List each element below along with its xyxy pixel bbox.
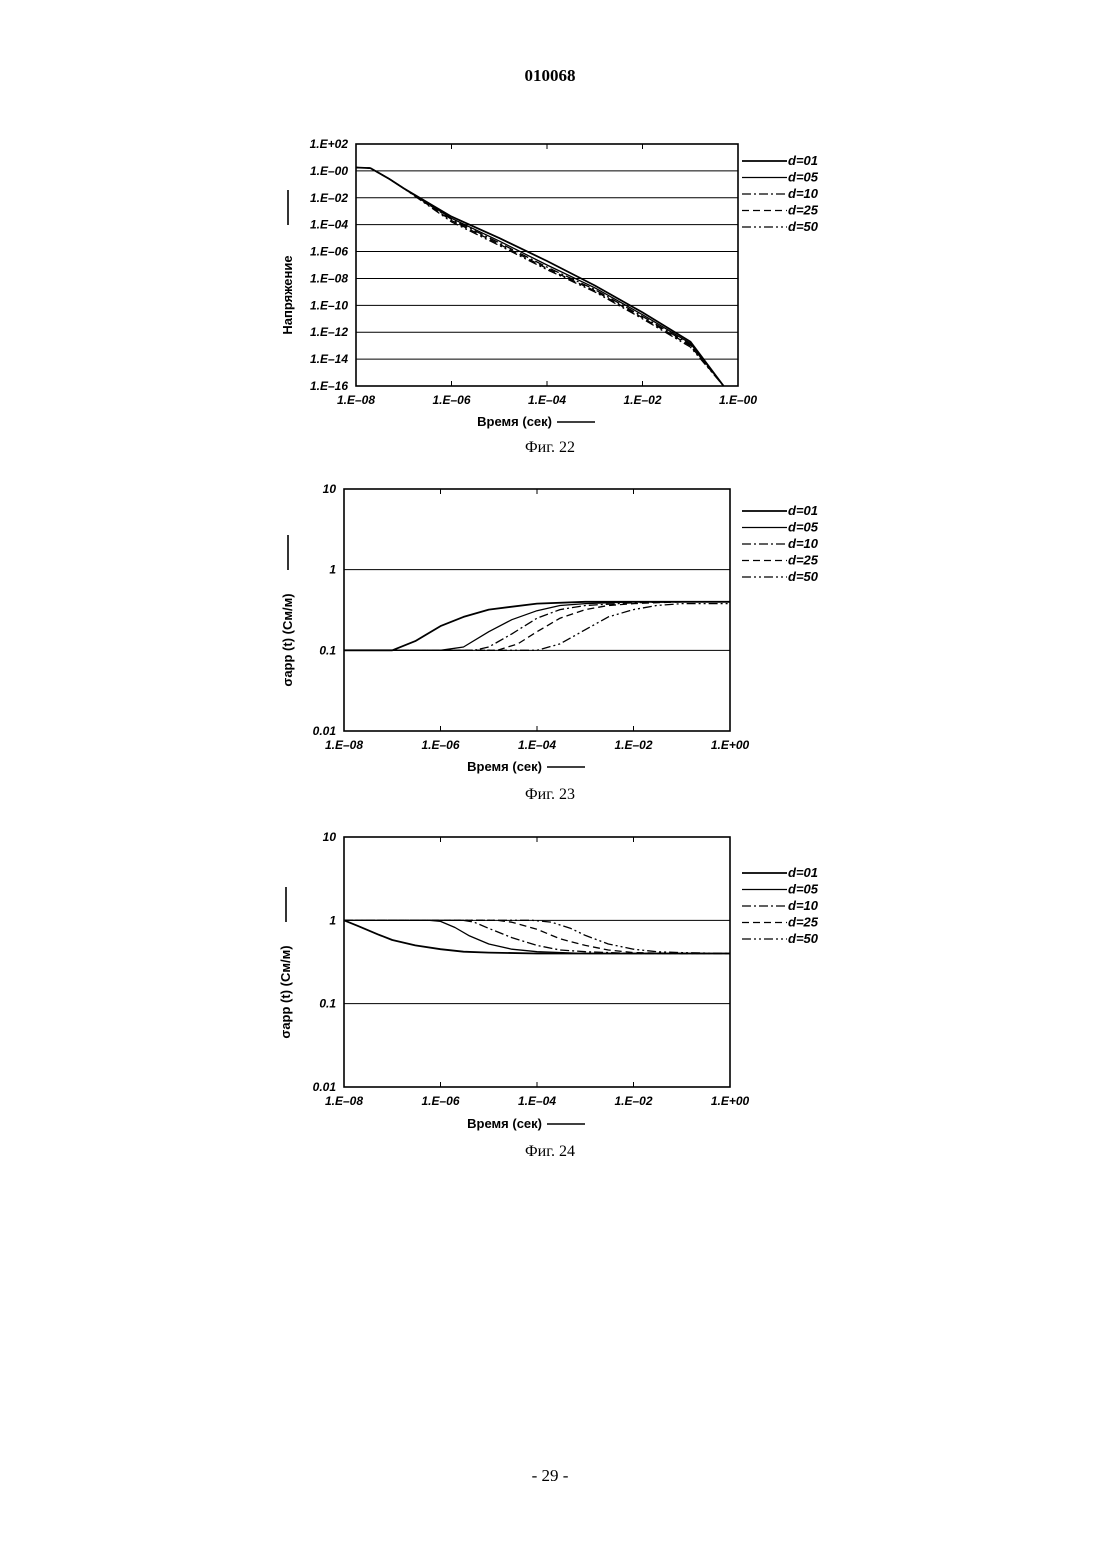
- legend-label: d=50: [788, 569, 819, 584]
- figure-caption: Фиг. 22: [525, 439, 575, 456]
- legend-label: d=01: [788, 153, 818, 168]
- y-tick-label: 1.E–06: [310, 245, 348, 259]
- y-tick-label: 10: [323, 830, 337, 844]
- y-axis-title: σapp (t) (См/м): [280, 593, 295, 686]
- series-line-d01: [344, 920, 730, 953]
- legend-label: d=25: [788, 553, 819, 568]
- series-line-d05: [344, 602, 730, 651]
- plot-frame: [344, 489, 730, 731]
- x-tick-label: 1.E–06: [421, 1094, 459, 1108]
- y-tick-label: 0.1: [319, 643, 336, 657]
- figure-caption: Фиг. 24: [525, 1143, 575, 1160]
- series-line-d05: [356, 168, 724, 387]
- legend-label: d=10: [788, 186, 819, 201]
- x-tick-label: 1.E–06: [432, 393, 470, 407]
- series-line-d01: [356, 168, 724, 387]
- figure-23-chart: 10 1 0.1 0.011.E–08 1.E–06 1.E–04 1.E–02 1.E+00…: [0, 475, 1100, 815]
- figure-caption: Фиг. 23: [525, 786, 575, 803]
- series-line-d25: [356, 168, 724, 387]
- legend-label: d=25: [788, 203, 819, 218]
- x-tick-label: 1.E–02: [614, 738, 652, 752]
- y-tick-label: 1: [329, 913, 336, 927]
- legend-label: d=05: [788, 882, 819, 897]
- y-axis-title: σapp (t) (См/м): [278, 945, 293, 1038]
- series-line-d25: [344, 602, 730, 651]
- x-tick-label: 1.E–00: [719, 393, 757, 407]
- figure-22-chart: 1.E+021.E–001.E–021.E–041.E–061.E–081.E–…: [0, 130, 1100, 465]
- series-line-d25: [344, 920, 730, 953]
- x-tick-label: 1.E–06: [421, 738, 459, 752]
- page-number: - 29 -: [0, 1466, 1100, 1486]
- legend-label: d=01: [788, 503, 818, 518]
- x-tick-label: 1.E–08: [325, 738, 363, 752]
- y-tick-label: 1.E–00: [310, 164, 348, 178]
- y-tick-label: 1.E–12: [310, 325, 348, 339]
- series-line-d50: [356, 168, 724, 387]
- series-line-d05: [344, 920, 730, 953]
- legend-label: d=50: [788, 219, 819, 234]
- y-tick-label: 1.E–02: [310, 191, 348, 205]
- y-tick-label: 1.E–16: [310, 379, 348, 393]
- y-tick-label: 1.E–08: [310, 271, 348, 285]
- series-line-d10: [344, 602, 730, 651]
- series-line-d10: [356, 168, 724, 387]
- y-tick-label: 0.1: [319, 997, 336, 1011]
- legend-label: d=10: [788, 536, 819, 551]
- x-tick-label: 1.E+00: [711, 1094, 750, 1108]
- y-tick-label: 1.E–14: [310, 352, 348, 366]
- x-tick-label: 1.E–08: [325, 1094, 363, 1108]
- x-tick-label: 1.E–04: [518, 1094, 556, 1108]
- legend-label: d=50: [788, 931, 819, 946]
- y-tick-label: 0.01: [313, 1080, 337, 1094]
- y-tick-label: 0.01: [313, 724, 337, 738]
- x-tick-label: 1.E–02: [614, 1094, 652, 1108]
- x-tick-label: 1.E–08: [337, 393, 375, 407]
- x-tick-label: 1.E+00: [711, 738, 750, 752]
- y-axis-title: Напряжение: [280, 255, 295, 334]
- series-line-d10: [344, 920, 730, 953]
- x-tick-label: 1.E–02: [623, 393, 661, 407]
- x-axis-title: Время (сек): [467, 759, 542, 774]
- series-line-d50: [344, 920, 730, 953]
- y-tick-label: 1.E–10: [310, 298, 348, 312]
- legend-label: d=25: [788, 915, 819, 930]
- series-line-d01: [344, 602, 730, 651]
- legend-label: d=01: [788, 865, 818, 880]
- plot-frame: [344, 837, 730, 1087]
- x-tick-label: 1.E–04: [518, 738, 556, 752]
- y-tick-label: 1.E–04: [310, 218, 348, 232]
- y-tick-label: 1.E+02: [310, 137, 349, 151]
- legend-label: d=05: [788, 520, 819, 535]
- x-axis-title: Время (сек): [477, 414, 552, 429]
- legend-label: d=05: [788, 170, 819, 185]
- document-number: 010068: [0, 66, 1100, 86]
- y-tick-label: 1: [329, 563, 336, 577]
- x-axis-title: Время (сек): [467, 1116, 542, 1131]
- y-tick-label: 10: [323, 482, 337, 496]
- figure-24-chart: 10 1 0.1 0.011.E–08 1.E–06 1.E–04 1.E–02 1.E+00…: [0, 825, 1100, 1165]
- legend-label: d=10: [788, 898, 819, 913]
- x-tick-label: 1.E–04: [528, 393, 566, 407]
